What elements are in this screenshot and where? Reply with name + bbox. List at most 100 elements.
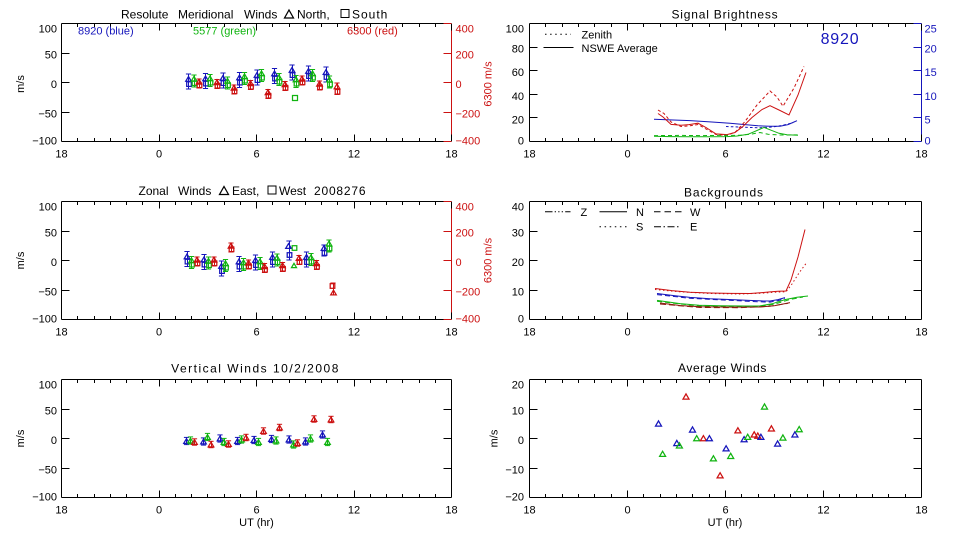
svg-text:18: 18 <box>523 504 535 516</box>
svg-text:18: 18 <box>915 148 927 160</box>
svg-text:−100: −100 <box>32 136 57 148</box>
svg-text:8920: 8920 <box>821 31 860 48</box>
svg-text:0: 0 <box>456 79 462 91</box>
svg-text:m/s: m/s <box>15 251 27 269</box>
svg-text:18: 18 <box>445 148 457 160</box>
svg-text:50: 50 <box>45 50 57 62</box>
svg-text:100: 100 <box>39 202 57 214</box>
svg-text:Backgrounds: Backgrounds <box>684 186 764 200</box>
svg-text:0: 0 <box>624 504 630 516</box>
svg-text:0: 0 <box>518 435 524 447</box>
svg-text:6: 6 <box>722 148 728 160</box>
svg-text:12: 12 <box>817 148 829 160</box>
svg-text:6300 (red): 6300 (red) <box>347 26 398 38</box>
svg-text:200: 200 <box>456 50 474 62</box>
svg-text:6: 6 <box>722 326 728 338</box>
svg-text:5: 5 <box>925 114 931 126</box>
svg-text:West: West <box>279 184 307 198</box>
svg-text:Z: Z <box>581 207 588 219</box>
svg-text:100: 100 <box>506 24 524 36</box>
svg-text:−20: −20 <box>505 492 524 504</box>
svg-text:8920 (blue): 8920 (blue) <box>78 26 134 38</box>
svg-text:15: 15 <box>925 67 937 79</box>
svg-text:20: 20 <box>512 114 524 126</box>
svg-text:20: 20 <box>512 380 524 392</box>
svg-text:Vertical Winds 10/2/2008: Vertical Winds 10/2/2008 <box>171 362 340 376</box>
svg-text:10: 10 <box>512 406 524 418</box>
svg-text:6: 6 <box>722 504 728 516</box>
svg-text:0: 0 <box>518 136 524 148</box>
svg-text:12: 12 <box>348 148 360 160</box>
svg-text:Zonal: Zonal <box>139 184 169 198</box>
svg-text:2008276: 2008276 <box>314 184 366 198</box>
svg-text:−50: −50 <box>38 465 57 477</box>
svg-text:18: 18 <box>915 326 927 338</box>
svg-text:m/s: m/s <box>489 429 501 447</box>
svg-text:100: 100 <box>39 380 57 392</box>
svg-text:6: 6 <box>253 504 259 516</box>
svg-text:Winds: Winds <box>244 8 277 22</box>
svg-text:UT (hr): UT (hr) <box>708 517 743 529</box>
svg-text:W: W <box>690 207 701 219</box>
svg-text:0: 0 <box>51 435 57 447</box>
svg-text:0: 0 <box>925 136 931 148</box>
svg-text:6300 m/s: 6300 m/s <box>483 237 495 283</box>
svg-text:0: 0 <box>624 326 630 338</box>
svg-text:Zenith: Zenith <box>582 30 613 42</box>
svg-text:100: 100 <box>39 24 57 36</box>
svg-text:−100: −100 <box>32 314 57 326</box>
svg-text:−100: −100 <box>32 492 57 504</box>
svg-text:20: 20 <box>925 44 937 56</box>
svg-text:Winds: Winds <box>178 184 211 198</box>
svg-text:−10: −10 <box>505 465 524 477</box>
svg-text:0: 0 <box>51 79 57 91</box>
svg-text:12: 12 <box>817 504 829 516</box>
svg-text:30: 30 <box>512 228 524 240</box>
svg-text:−400: −400 <box>456 136 481 148</box>
svg-text:18: 18 <box>55 148 67 160</box>
svg-text:10: 10 <box>925 91 937 103</box>
svg-text:12: 12 <box>817 326 829 338</box>
svg-text:25: 25 <box>925 24 937 36</box>
svg-text:0: 0 <box>156 504 162 516</box>
svg-text:80: 80 <box>512 44 524 56</box>
svg-text:North,: North, <box>297 8 330 22</box>
svg-text:NSWE Average: NSWE Average <box>582 43 658 55</box>
svg-text:Signal Brightness: Signal Brightness <box>672 8 779 22</box>
svg-text:50: 50 <box>45 406 57 418</box>
svg-text:UT (hr): UT (hr) <box>239 517 274 529</box>
svg-text:6: 6 <box>253 148 259 160</box>
svg-text:6: 6 <box>253 326 259 338</box>
svg-text:Meridional: Meridional <box>178 8 233 22</box>
svg-text:10: 10 <box>512 287 524 299</box>
svg-text:5577 (green): 5577 (green) <box>193 26 256 38</box>
svg-text:6300 m/s: 6300 m/s <box>483 61 495 107</box>
svg-text:S: S <box>636 222 643 234</box>
svg-text:18: 18 <box>523 148 535 160</box>
svg-text:200: 200 <box>456 228 474 240</box>
svg-text:−200: −200 <box>456 109 481 121</box>
svg-text:N: N <box>636 207 644 219</box>
svg-text:East,: East, <box>232 184 259 198</box>
svg-text:12: 12 <box>348 326 360 338</box>
svg-text:South: South <box>352 8 388 22</box>
svg-text:0: 0 <box>156 148 162 160</box>
svg-text:40: 40 <box>512 202 524 214</box>
svg-text:−50: −50 <box>38 287 57 299</box>
svg-text:E: E <box>690 222 697 234</box>
svg-text:Resolute: Resolute <box>121 8 169 22</box>
svg-text:m/s: m/s <box>15 75 27 93</box>
svg-text:0: 0 <box>518 314 524 326</box>
svg-text:40: 40 <box>512 91 524 103</box>
svg-text:400: 400 <box>456 202 474 214</box>
svg-text:0: 0 <box>624 148 630 160</box>
svg-text:12: 12 <box>348 504 360 516</box>
svg-text:−50: −50 <box>38 109 57 121</box>
svg-text:60: 60 <box>512 67 524 79</box>
svg-text:18: 18 <box>915 504 927 516</box>
svg-text:20: 20 <box>512 257 524 269</box>
svg-text:−200: −200 <box>456 287 481 299</box>
svg-text:400: 400 <box>456 24 474 36</box>
svg-text:m/s: m/s <box>15 429 27 447</box>
svg-text:18: 18 <box>523 326 535 338</box>
